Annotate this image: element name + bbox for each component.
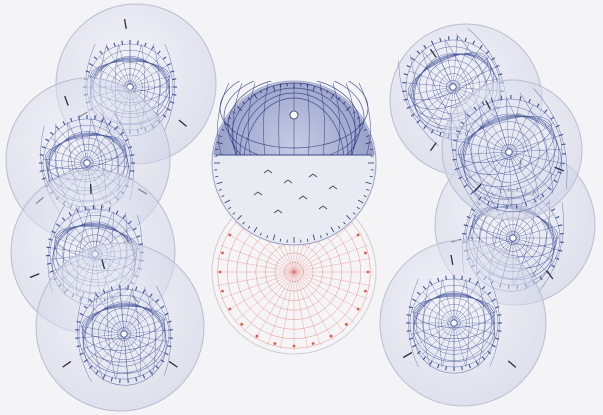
polar-grid <box>450 88 568 216</box>
polar-grid <box>75 285 173 386</box>
polar-grid <box>406 275 502 374</box>
disc-layer <box>5 3 596 412</box>
disc-right-4 <box>379 239 547 407</box>
disc-left-4 <box>35 242 205 412</box>
disc-right-3 <box>441 79 583 221</box>
disc-center-sunpath <box>211 80 377 246</box>
